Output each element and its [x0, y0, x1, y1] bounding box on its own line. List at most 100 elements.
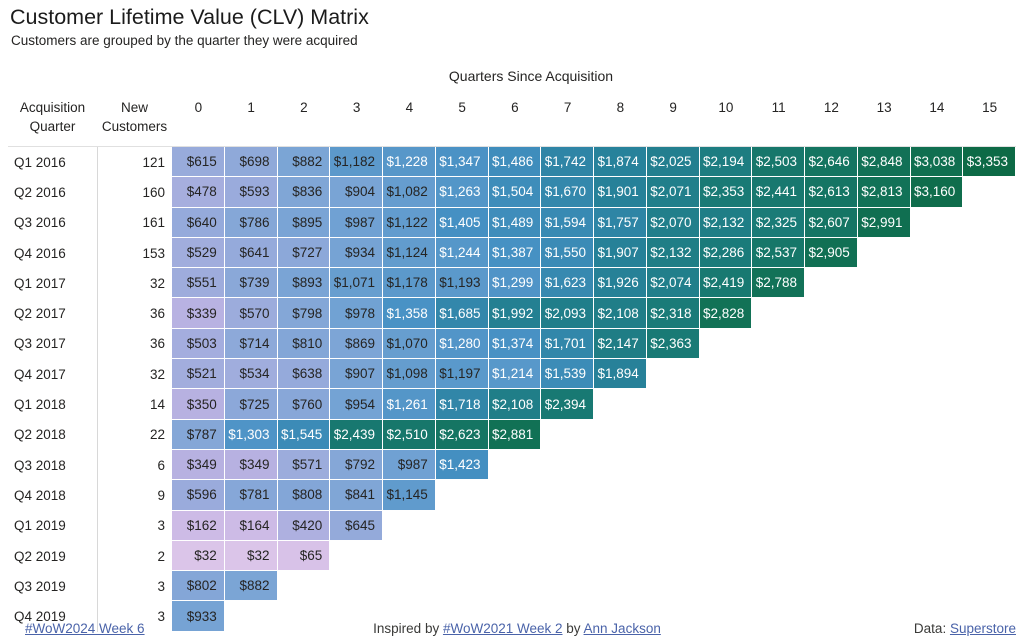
clv-cell[interactable]: $1,894 — [594, 359, 647, 390]
row-label-acquisition-quarter[interactable]: Q4 2017 — [14, 366, 66, 382]
row-label-acquisition-quarter[interactable]: Q2 2018 — [14, 427, 66, 443]
clv-cell[interactable]: $787 — [172, 419, 225, 450]
clv-cell[interactable]: $882 — [224, 571, 278, 602]
row-label-acquisition-quarter[interactable]: Q3 2019 — [14, 578, 66, 594]
clv-cell[interactable]: $2,613 — [805, 177, 858, 208]
clv-cell[interactable]: $2,108 — [594, 298, 647, 329]
clv-cell[interactable]: $2,286 — [699, 237, 753, 269]
clv-cell[interactable]: $1,299 — [488, 268, 542, 299]
clv-cell[interactable]: $698 — [224, 147, 278, 178]
row-label-acquisition-quarter[interactable]: Q1 2019 — [14, 518, 66, 534]
clv-cell[interactable]: $350 — [172, 389, 225, 420]
clv-cell[interactable]: $1,685 — [435, 298, 489, 329]
clv-cell[interactable]: $1,489 — [488, 207, 542, 238]
clv-cell[interactable]: $339 — [172, 298, 225, 329]
clv-cell[interactable]: $65 — [277, 540, 331, 572]
clv-cell[interactable]: $934 — [330, 237, 383, 269]
clv-cell[interactable]: $2,394 — [541, 389, 594, 420]
clv-cell[interactable]: $1,145 — [383, 480, 436, 511]
row-label-acquisition-quarter[interactable]: Q2 2016 — [14, 184, 66, 200]
clv-cell[interactable]: $2,881 — [488, 419, 542, 450]
clv-cell[interactable]: $933 — [172, 601, 225, 632]
clv-cell[interactable]: $1,405 — [435, 207, 489, 238]
clv-cell[interactable]: $1,545 — [277, 419, 331, 450]
clv-cell[interactable]: $904 — [330, 177, 383, 208]
clv-cell[interactable]: $503 — [172, 328, 225, 360]
clv-cell[interactable]: $596 — [172, 480, 225, 511]
clv-cell[interactable]: $1,926 — [594, 268, 647, 299]
clv-cell[interactable]: $907 — [330, 359, 383, 390]
clv-cell[interactable]: $1,486 — [488, 147, 542, 178]
clv-cell[interactable]: $529 — [172, 237, 225, 269]
clv-cell[interactable]: $2,991 — [857, 207, 911, 238]
clv-cell[interactable]: $1,718 — [435, 389, 489, 420]
clv-cell[interactable]: $349 — [172, 449, 225, 481]
clv-cell[interactable]: $2,646 — [805, 147, 858, 178]
clv-cell[interactable]: $615 — [172, 147, 225, 178]
clv-cell[interactable]: $1,742 — [541, 147, 594, 178]
clv-cell[interactable]: $593 — [224, 177, 278, 208]
clv-cell[interactable]: $1,594 — [541, 207, 594, 238]
clv-cell[interactable]: $3,160 — [910, 177, 964, 208]
clv-cell[interactable]: $1,757 — [594, 207, 647, 238]
clv-cell[interactable]: $2,503 — [752, 147, 805, 178]
row-label-acquisition-quarter[interactable]: Q4 2018 — [14, 487, 66, 503]
clv-cell[interactable]: $2,848 — [857, 147, 911, 178]
clv-cell[interactable]: $869 — [330, 328, 383, 360]
clv-cell[interactable]: $2,905 — [805, 237, 858, 269]
clv-cell[interactable]: $2,788 — [752, 268, 805, 299]
clv-cell[interactable]: $1,197 — [435, 359, 489, 390]
row-label-acquisition-quarter[interactable]: Q1 2017 — [14, 275, 66, 291]
clv-cell[interactable]: $1,244 — [435, 237, 489, 269]
clv-cell[interactable]: $1,374 — [488, 328, 542, 360]
clv-cell[interactable]: $2,025 — [646, 147, 700, 178]
clv-cell[interactable]: $571 — [277, 449, 331, 481]
clv-cell[interactable]: $1,070 — [383, 328, 436, 360]
clv-cell[interactable]: $645 — [330, 510, 383, 541]
clv-cell[interactable]: $2,132 — [699, 207, 753, 238]
clv-cell[interactable]: $1,874 — [594, 147, 647, 178]
clv-cell[interactable]: $1,280 — [435, 328, 489, 360]
clv-cell[interactable]: $2,132 — [646, 237, 700, 269]
row-label-acquisition-quarter[interactable]: Q3 2016 — [14, 215, 66, 231]
clv-cell[interactable]: $1,504 — [488, 177, 542, 208]
wow2024-week6-link[interactable]: #WoW2024 Week 6 — [25, 621, 145, 636]
clv-cell[interactable]: $2,071 — [646, 177, 700, 208]
clv-cell[interactable]: $2,093 — [541, 298, 594, 329]
clv-cell[interactable]: $893 — [277, 268, 331, 299]
clv-cell[interactable]: $1,550 — [541, 237, 594, 269]
clv-cell[interactable]: $640 — [172, 207, 225, 238]
clv-cell[interactable]: $1,907 — [594, 237, 647, 269]
clv-cell[interactable]: $1,124 — [383, 237, 436, 269]
clv-cell[interactable]: $2,813 — [857, 177, 911, 208]
clv-cell[interactable]: $810 — [277, 328, 331, 360]
clv-cell[interactable]: $641 — [224, 237, 278, 269]
clv-cell[interactable]: $162 — [172, 510, 225, 541]
row-label-acquisition-quarter[interactable]: Q2 2019 — [14, 548, 66, 564]
clv-cell[interactable]: $2,074 — [646, 268, 700, 299]
clv-cell[interactable]: $2,828 — [699, 298, 753, 329]
clv-cell[interactable]: $954 — [330, 389, 383, 420]
clv-cell[interactable]: $739 — [224, 268, 278, 299]
clv-cell[interactable]: $1,701 — [541, 328, 594, 360]
clv-cell[interactable]: $2,070 — [646, 207, 700, 238]
clv-cell[interactable]: $808 — [277, 480, 331, 511]
clv-cell[interactable]: $727 — [277, 237, 331, 269]
clv-cell[interactable]: $987 — [330, 207, 383, 238]
clv-cell[interactable]: $725 — [224, 389, 278, 420]
clv-cell[interactable]: $987 — [383, 449, 436, 481]
clv-cell[interactable]: $2,353 — [699, 177, 753, 208]
clv-cell[interactable]: $1,992 — [488, 298, 542, 329]
clv-cell[interactable]: $164 — [224, 510, 278, 541]
clv-cell[interactable]: $2,108 — [488, 389, 542, 420]
clv-cell[interactable]: $3,353 — [963, 147, 1016, 178]
clv-cell[interactable]: $2,623 — [435, 419, 489, 450]
clv-cell[interactable]: $841 — [330, 480, 383, 511]
clv-cell[interactable]: $2,537 — [752, 237, 805, 269]
clv-cell[interactable]: $2,194 — [699, 147, 753, 178]
clv-cell[interactable]: $786 — [224, 207, 278, 238]
clv-cell[interactable]: $1,228 — [383, 147, 436, 178]
clv-cell[interactable]: $1,423 — [435, 449, 489, 481]
clv-cell[interactable]: $1,901 — [594, 177, 647, 208]
clv-cell[interactable]: $1,387 — [488, 237, 542, 269]
